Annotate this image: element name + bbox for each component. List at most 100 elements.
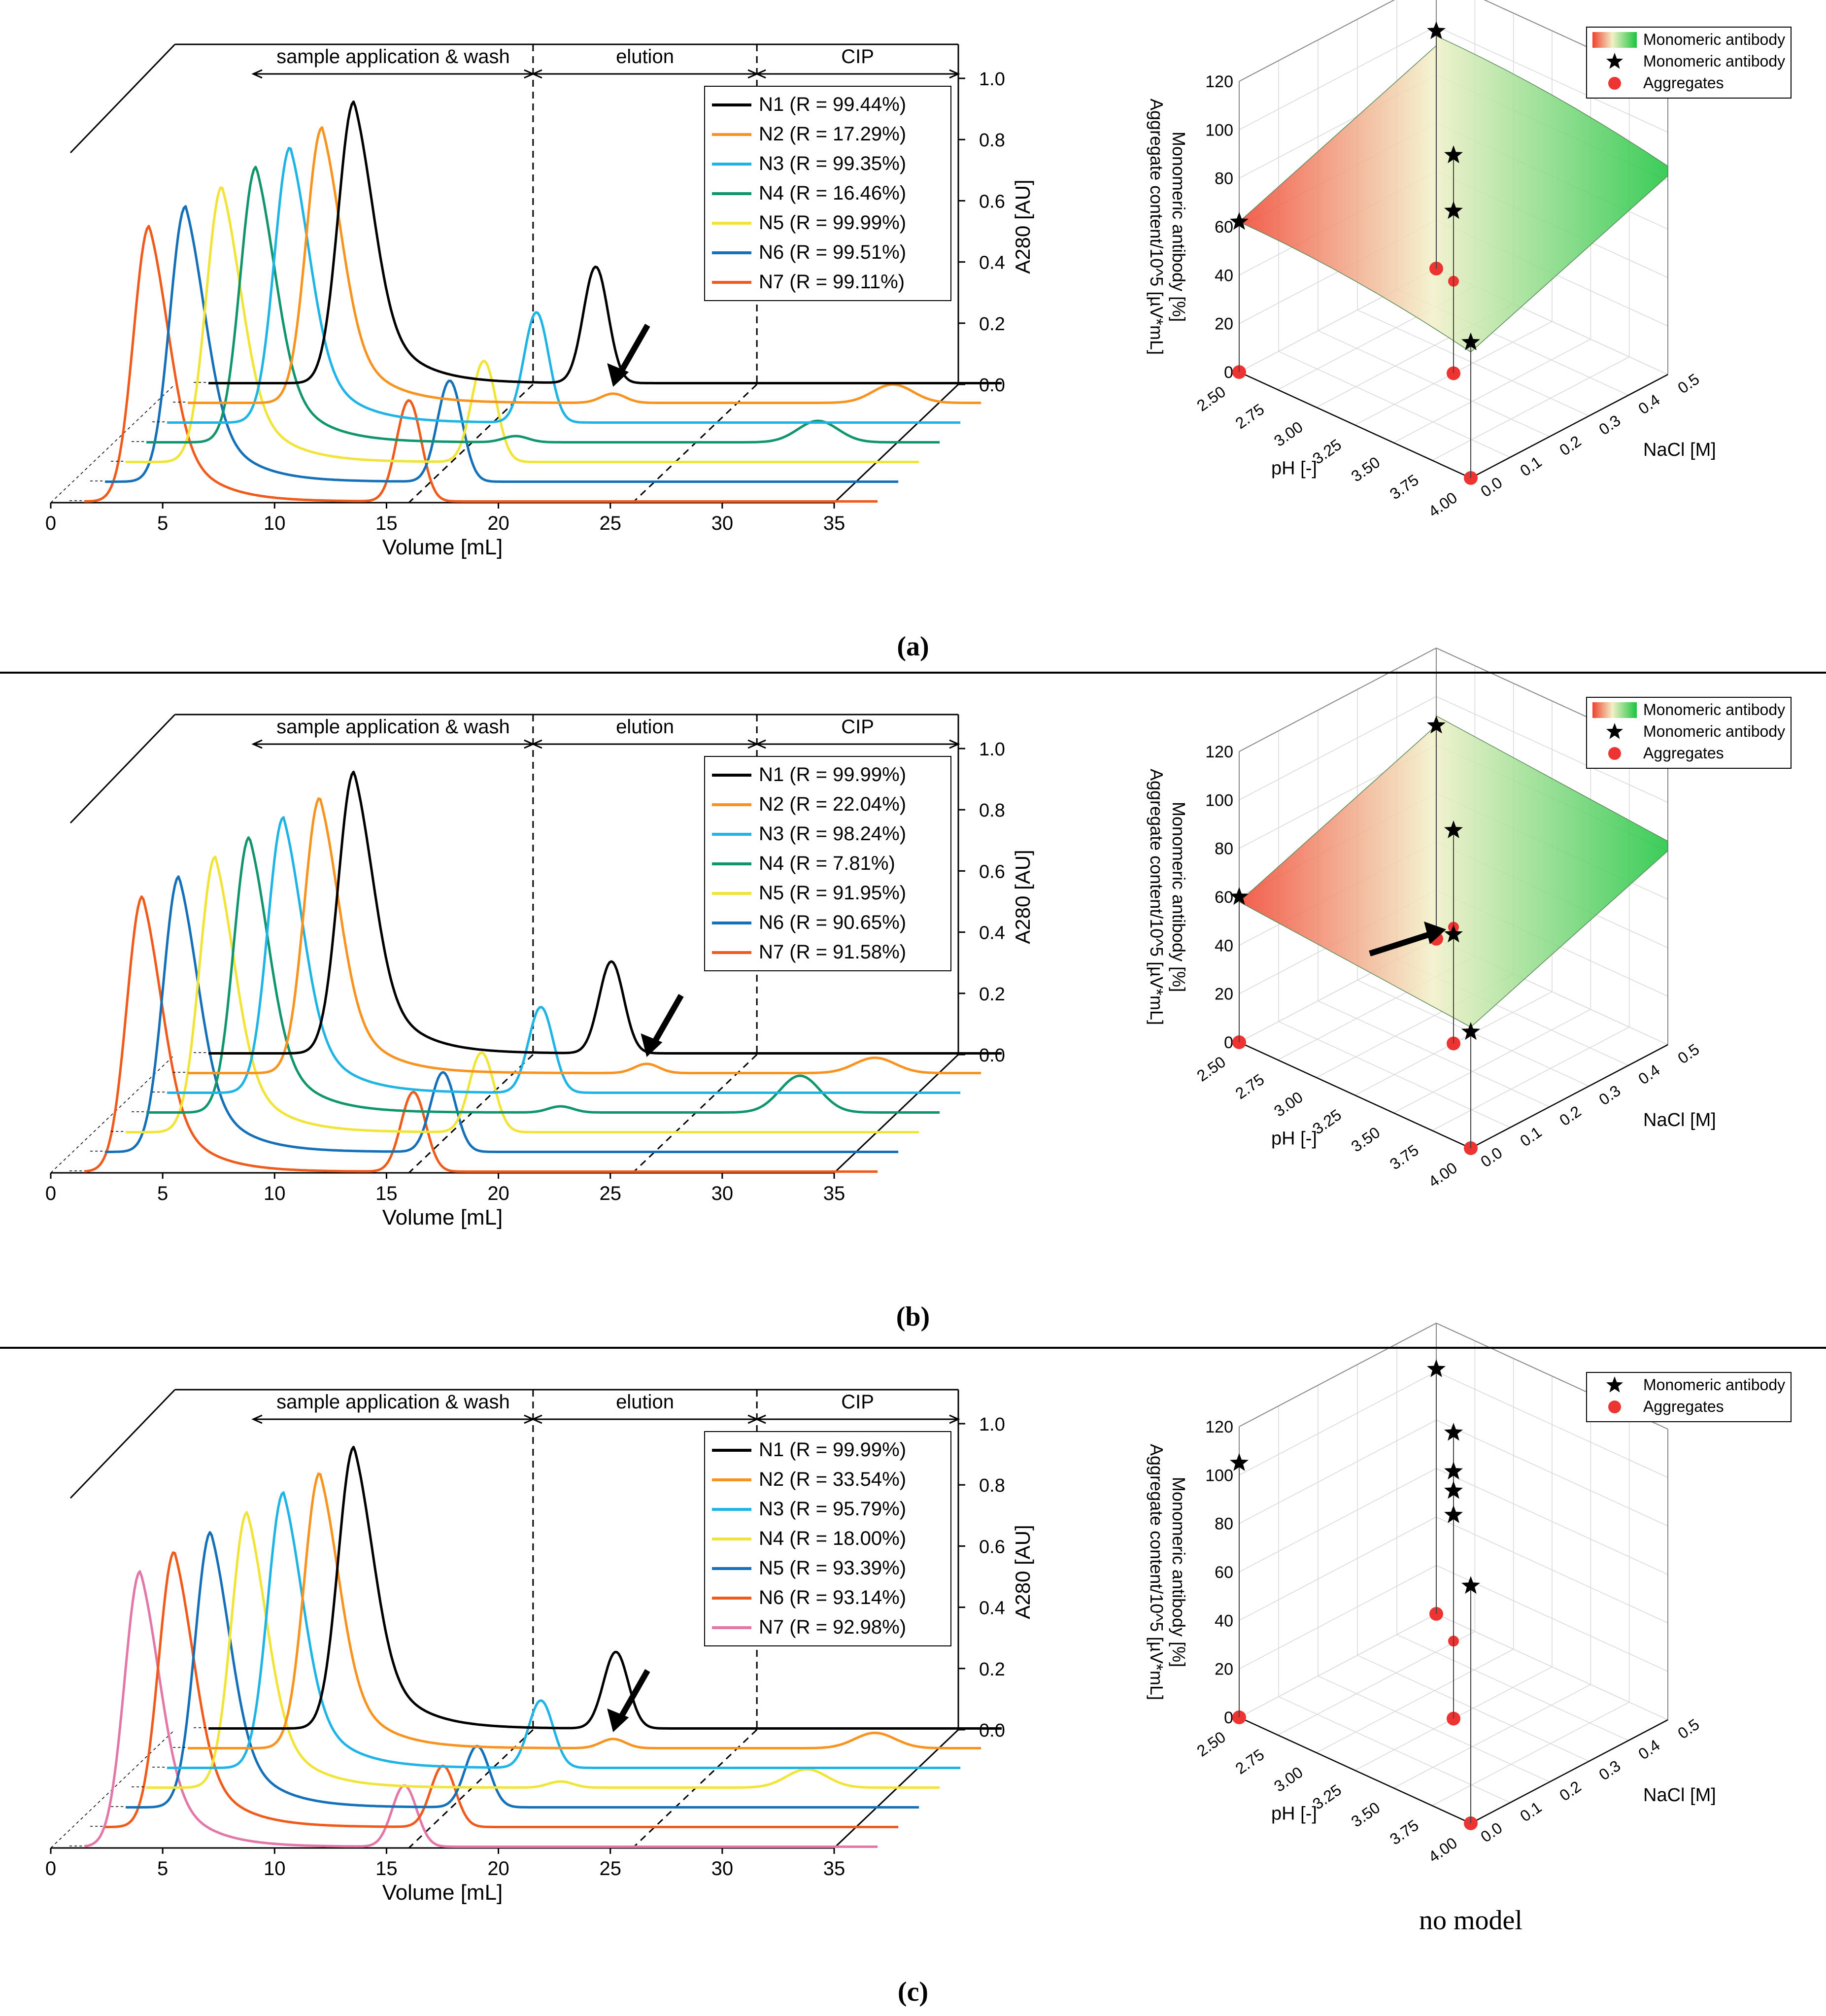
frame-depth-edge bbox=[69, 714, 176, 824]
x-tick-label: 0 bbox=[45, 513, 56, 534]
legend-3d-entry: Monomeric antibody bbox=[1643, 1376, 1785, 1394]
annotation-arrow bbox=[649, 994, 684, 1049]
frame-floor-edge bbox=[50, 384, 175, 503]
legend-monomer-swatch bbox=[1606, 53, 1623, 69]
trace-5 bbox=[126, 855, 919, 1133]
z-tick-label: 80 bbox=[1215, 1515, 1233, 1534]
legend-3d-entry: Monomeric antibody bbox=[1643, 52, 1785, 70]
phase-arrowhead bbox=[949, 739, 960, 749]
phase-label: CIP bbox=[841, 1391, 874, 1413]
monomer-point bbox=[1444, 820, 1463, 838]
panel-label: (c) bbox=[898, 1977, 928, 2007]
y-tick-label: 0.2 bbox=[979, 984, 1005, 1005]
legend-entry: N1 (R = 99.44%) bbox=[759, 94, 906, 115]
legend-entry: N1 (R = 99.99%) bbox=[759, 764, 906, 786]
trace-7 bbox=[84, 1570, 878, 1848]
nacl-tick-label: 0.2 bbox=[1556, 1777, 1584, 1805]
x-tick-label: 30 bbox=[711, 1858, 734, 1879]
z-tick-label: 60 bbox=[1215, 888, 1233, 907]
floor-grid bbox=[1278, 1696, 1511, 1803]
ph-tick-label: 3.00 bbox=[1271, 1088, 1306, 1120]
legend-surface-swatch bbox=[1592, 702, 1637, 718]
phase-arrowhead bbox=[949, 1414, 960, 1424]
legend-entry: N6 (R = 99.51%) bbox=[759, 241, 906, 263]
x-tick-label: 35 bbox=[823, 513, 845, 534]
ph-tick-label: 4.00 bbox=[1425, 488, 1460, 520]
trace-2 bbox=[188, 1472, 981, 1749]
ph-tick-label: 2.75 bbox=[1232, 1070, 1268, 1102]
phase-label: sample application & wash bbox=[276, 1391, 510, 1413]
monomer-point bbox=[1230, 1453, 1249, 1471]
y-tick-label: 0.0 bbox=[979, 1045, 1005, 1066]
x-axis-label: Volume [mL] bbox=[382, 535, 503, 559]
x-tick-label: 25 bbox=[599, 1858, 621, 1879]
floor-grid bbox=[1393, 339, 1591, 443]
legend-aggregate-swatch bbox=[1608, 77, 1621, 90]
nacl-tick-label: 0.3 bbox=[1595, 411, 1623, 439]
phase-label: elution bbox=[616, 1391, 674, 1413]
legend-entry: N5 (R = 99.99%) bbox=[759, 212, 906, 234]
x-axis-label: Volume [mL] bbox=[382, 1880, 503, 1905]
y-tick-label: 0.0 bbox=[979, 1720, 1005, 1741]
y-axis-label: A280 [AU] bbox=[1011, 850, 1034, 944]
x-tick-label: 0 bbox=[45, 1858, 56, 1879]
wall-grid bbox=[1239, 1613, 1437, 1718]
z-tick-label: 40 bbox=[1215, 1611, 1233, 1630]
z-tick-label: 0 bbox=[1224, 1033, 1233, 1052]
nacl-tick-label: 0.0 bbox=[1477, 1144, 1505, 1171]
trace-1 bbox=[208, 1445, 1002, 1730]
trace-4 bbox=[146, 1511, 940, 1789]
y-tick-label: 0.6 bbox=[979, 1537, 1005, 1557]
nacl-tick-label: 0.5 bbox=[1674, 1040, 1702, 1067]
x-tick-label: 15 bbox=[375, 1183, 398, 1204]
z-tick-label: 60 bbox=[1215, 218, 1233, 237]
x-tick-label: 30 bbox=[711, 513, 734, 534]
legend-entry: N3 (R = 99.35%) bbox=[759, 153, 906, 174]
x-tick-label: 5 bbox=[157, 513, 168, 534]
z-tick-label: 120 bbox=[1205, 1418, 1233, 1436]
phase-divider-depth bbox=[408, 1054, 534, 1174]
trace-7 bbox=[84, 225, 878, 503]
legend-aggregate-swatch bbox=[1608, 747, 1621, 760]
ph-axis-line bbox=[1239, 1041, 1471, 1149]
nacl-tick-label: 0.4 bbox=[1635, 1736, 1663, 1763]
z-tick-label: 60 bbox=[1215, 1563, 1233, 1582]
monomer-point bbox=[1444, 1481, 1463, 1499]
x-tick-label: 10 bbox=[264, 513, 286, 534]
ph-axis-line bbox=[1239, 371, 1471, 479]
legend-entry: N6 (R = 90.65%) bbox=[759, 912, 906, 933]
y-tick-label: 0.4 bbox=[979, 923, 1005, 944]
ph-tick-label: 4.00 bbox=[1425, 1159, 1460, 1191]
z-axis-label-2: Aggregate content/10^5 [µV*mL] bbox=[1147, 769, 1167, 1025]
trace-5 bbox=[126, 1531, 919, 1809]
phase-label: sample application & wash bbox=[276, 716, 510, 738]
legend-entry: N5 (R = 91.95%) bbox=[759, 882, 906, 904]
annotation-arrowhead-3d bbox=[1424, 922, 1446, 944]
monomer-point bbox=[1444, 1505, 1463, 1523]
trace-6 bbox=[105, 875, 899, 1153]
floor-grid bbox=[1357, 1655, 1589, 1762]
ph-tick-label: 3.00 bbox=[1271, 1763, 1306, 1795]
nacl-axis-label: NaCl [M] bbox=[1643, 1785, 1716, 1806]
y-axis-label: A280 [AU] bbox=[1011, 1525, 1034, 1619]
phase-arrowhead bbox=[251, 69, 263, 79]
floor-grid bbox=[1357, 309, 1589, 416]
legend-entry: N2 (R = 22.04%) bbox=[759, 793, 906, 815]
z-axis-label-1: Monomeric antibody [%] bbox=[1169, 132, 1189, 322]
y-tick-label: 0.8 bbox=[979, 800, 1005, 821]
wall-grid bbox=[1239, 26, 1437, 130]
legend-entry: N3 (R = 98.24%) bbox=[759, 823, 906, 845]
nacl-tick-label: 0.3 bbox=[1595, 1757, 1623, 1784]
floor-grid bbox=[1318, 330, 1550, 437]
box-edge bbox=[1239, 1323, 1437, 1427]
z-tick-label: 20 bbox=[1215, 985, 1233, 1004]
x-tick-label: 0 bbox=[45, 1183, 56, 1204]
x-tick-label: 15 bbox=[375, 1858, 398, 1879]
legend-3d-box bbox=[1586, 1372, 1792, 1422]
trace-7 bbox=[84, 895, 878, 1173]
phase-label: CIP bbox=[841, 46, 874, 68]
wall-grid bbox=[1239, 696, 1437, 800]
ph-tick-label: 2.50 bbox=[1193, 1053, 1229, 1085]
legend-entry: N7 (R = 99.11%) bbox=[759, 271, 905, 293]
ph-tick-label: 3.50 bbox=[1348, 1124, 1384, 1156]
